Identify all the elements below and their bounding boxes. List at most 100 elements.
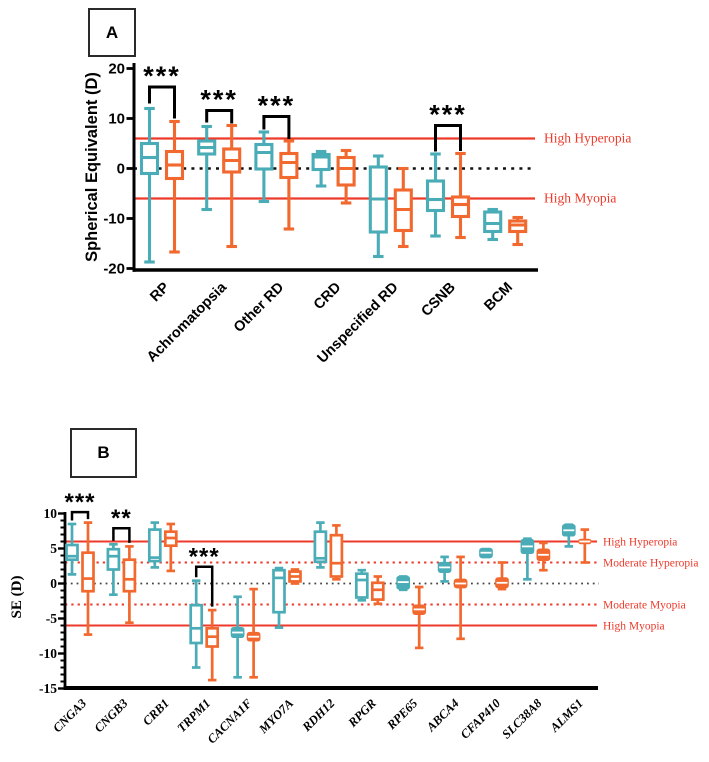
box-SLC38A8-orange [536, 541, 551, 572]
box-CNGB3-orange [122, 545, 137, 625]
x-category-label: Other RD [231, 280, 287, 336]
x-category-label: CRB1 [140, 696, 172, 728]
box-CSNB-teal [425, 152, 446, 238]
box-SLC38A8-teal [520, 537, 535, 581]
iqr-box [336, 155, 356, 187]
iqr-box [81, 551, 95, 593]
y-tick-label: 20 [108, 61, 125, 78]
y-tick-label: -5 [46, 611, 57, 626]
x-category-label: RP [147, 279, 173, 305]
box-CRD-orange [336, 148, 356, 205]
x-category-label: CACNA1F [205, 696, 256, 747]
box-BCM-teal [483, 207, 503, 242]
y-axis-title: Spherical Equivalent (D) [83, 72, 101, 262]
box-CRB1-teal [147, 521, 162, 569]
y-tick-label: -10 [103, 211, 125, 228]
ref-line-label: High Myopia [603, 621, 665, 633]
box-ABCA4-orange [453, 555, 468, 641]
box-Achromatopsia-teal [197, 124, 217, 212]
y-tick-label: 5 [50, 541, 57, 556]
x-category-label: ALMS1 [547, 696, 586, 735]
y-tick-label: -10 [39, 646, 57, 661]
panel-a-plot: High Hyperopia High Myopia 20 10 0 -10 -20Sphe… [83, 61, 631, 367]
x-category-label: TRPM1 [174, 696, 213, 735]
y-tick-label: 10 [44, 506, 58, 521]
y-tick-label: -20 [103, 261, 125, 278]
iqr-box [313, 530, 328, 564]
iqr-box [254, 142, 274, 171]
box-Unspecified RD-teal [368, 154, 388, 259]
box-CRB1-orange [163, 522, 178, 573]
box-Achromatopsia-orange [222, 123, 242, 249]
box-Other RD-orange [279, 139, 299, 231]
iqr-box [106, 547, 121, 571]
significance-bracket [205, 109, 234, 124]
iqr-box [425, 179, 446, 213]
iqr-box [354, 572, 369, 599]
panel-b-label-box: B [70, 428, 137, 478]
x-category-label: CNGB3 [92, 696, 131, 735]
ref-line-label: High Myopia [544, 191, 616, 206]
significance-stars: *** [143, 61, 181, 91]
iqr-box [329, 533, 344, 578]
y-tick-label: -15 [39, 681, 57, 696]
box-RPE65-orange [412, 585, 427, 650]
significance-stars: *** [200, 85, 238, 115]
significance-bracket [148, 85, 176, 119]
iqr-box [272, 568, 286, 614]
significance-bracket [194, 565, 214, 607]
panel-a-label-box: A [88, 8, 136, 57]
ref-line-label: Moderate Myopia [603, 600, 686, 612]
x-category-label: CNGA3 [50, 696, 89, 735]
box-CRD-teal [311, 149, 331, 188]
x-category-label: MYO7A [256, 696, 297, 737]
significance-stars: *** [64, 489, 95, 516]
iqr-box [122, 558, 137, 593]
x-category-label: SLC38A8 [499, 696, 545, 742]
box-CSNB-orange [450, 151, 471, 240]
box-RP-orange [164, 119, 185, 254]
box-ABCA4-teal [437, 555, 452, 583]
x-category-label: ABCA4 [423, 696, 462, 735]
x-category-label: RPE65 [384, 696, 421, 733]
significance-stars: ** [111, 505, 132, 532]
iqr-box [450, 195, 471, 219]
y-tick-label: 0 [50, 576, 57, 591]
box-MYO7A-teal [272, 566, 286, 629]
x-category-label: CSNB [418, 280, 458, 320]
ref-line-label: High Hyperopia [603, 537, 677, 549]
box-CFAP410-orange [495, 561, 509, 591]
x-category-label: BCM [481, 280, 516, 315]
x-category-label: CFAP410 [458, 696, 504, 742]
box-CNGA3-orange [81, 521, 95, 636]
box-Other RD-teal [254, 130, 274, 204]
significance-stars: *** [429, 100, 467, 130]
y-tick-label: 10 [108, 111, 125, 128]
x-category-label: RPGR [345, 696, 379, 730]
box-BCM-orange [508, 215, 528, 247]
panel-b-letter: B [97, 443, 110, 462]
box-ALMS1-orange [577, 528, 592, 564]
box-CNGB3-teal [106, 542, 121, 597]
x-category-label: RDH12 [299, 696, 338, 735]
y-tick-label: 0 [117, 161, 125, 178]
iqr-box [279, 151, 299, 180]
box-RP-teal [139, 106, 160, 264]
box-RPGR-teal [354, 568, 369, 602]
box-RDH12-teal [313, 521, 328, 569]
box-TRPM1-teal [189, 579, 204, 669]
box-TRPM1-orange [205, 608, 220, 682]
iqr-box [147, 528, 162, 563]
box-RPE65-teal [396, 575, 411, 592]
significance-stars: *** [189, 544, 220, 571]
box-RPGR-orange [370, 575, 385, 606]
box-CFAP410-teal [479, 547, 493, 559]
ref-line-label: Moderate Hyperopia [603, 558, 698, 570]
iqr-box [189, 603, 204, 645]
x-category-label: CRD [311, 280, 345, 314]
box-CACNA1F-orange [246, 587, 261, 679]
significance-bracket [434, 124, 462, 152]
box-Unspecified RD-orange [393, 166, 413, 249]
iqr-box [370, 581, 385, 601]
